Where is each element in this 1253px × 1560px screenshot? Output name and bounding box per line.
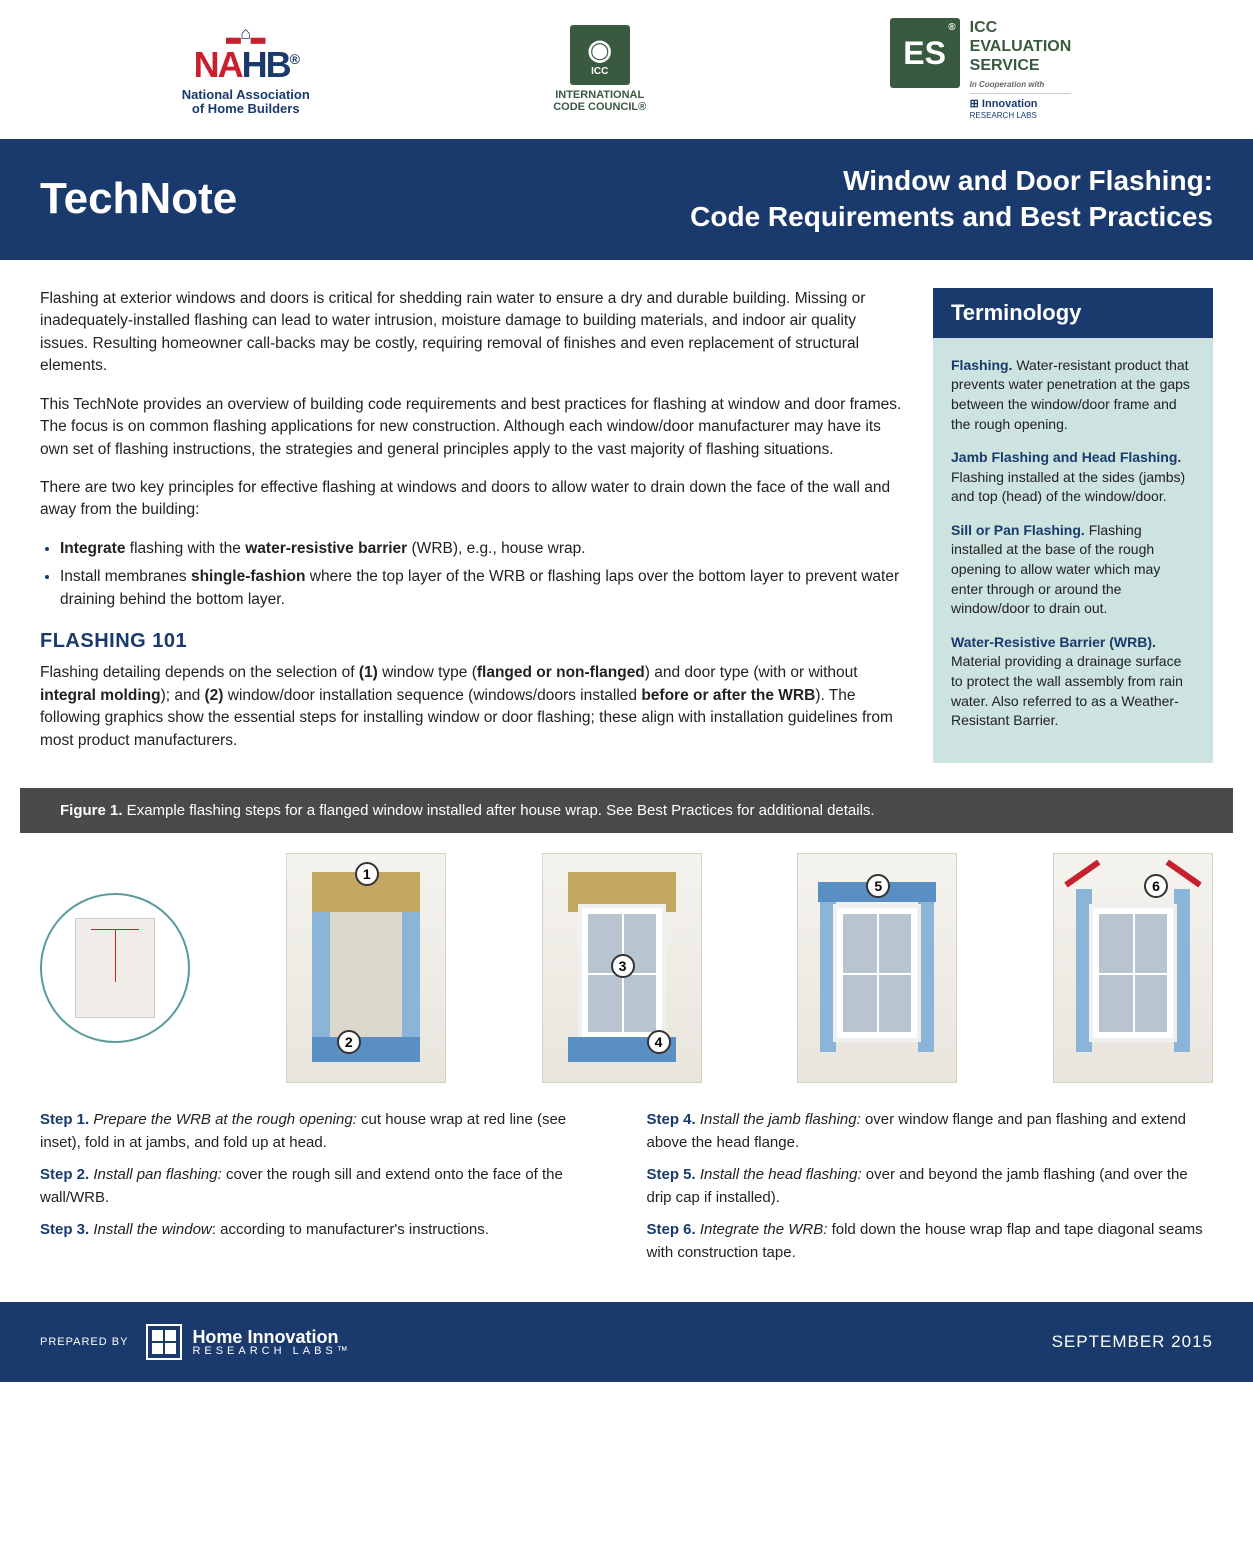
terminology-sidebar: Terminology Flashing. Water-resistant pr…: [933, 288, 1213, 769]
flashing-101-body: Flashing detailing depends on the select…: [40, 662, 903, 752]
figure-caption-bar: Figure 1. Example flashing steps for a f…: [20, 788, 1233, 833]
principles-list: Integrate flashing with the water-resist…: [60, 538, 903, 611]
title-banner: TechNote Window and Door Flashing:Code R…: [0, 139, 1253, 260]
es-logo: ES® ICC EVALUATION SERVICE In Cooperatio…: [890, 18, 1072, 121]
panel-2: 3 4: [542, 853, 702, 1083]
principle-1: Integrate flashing with the water-resist…: [60, 538, 903, 560]
doc-title: Window and Door Flashing:Code Requiremen…: [690, 163, 1213, 236]
panel-4: 6: [1053, 853, 1213, 1083]
content-area: Flashing at exterior windows and doors i…: [0, 260, 1253, 789]
footer-logo: Home InnovationRESEARCH LABS™: [146, 1324, 351, 1360]
panel-1: 1 2: [286, 853, 446, 1083]
steps-left: Step 1. Prepare the WRB at the rough ope…: [40, 1109, 607, 1274]
nahb-logo: ▂⌂▂ NAHB® National Associationof Home Bu…: [182, 23, 310, 117]
flashing-101-head: FLASHING 101: [40, 627, 903, 656]
intro-p3: There are two key principles for effecti…: [40, 477, 903, 522]
icc-logo: ◉ICC INTERNATIONALCODE COUNCIL®: [553, 25, 646, 113]
principle-2: Install membranes shingle-fashion where …: [60, 566, 903, 611]
footer: PREPARED BY Home InnovationRESEARCH LABS…: [0, 1302, 1253, 1382]
terminology-body: Flashing. Water-resistant product that p…: [933, 338, 1213, 763]
terminology-head: Terminology: [933, 288, 1213, 338]
footer-left: PREPARED BY Home InnovationRESEARCH LABS…: [40, 1324, 352, 1360]
intro-p1: Flashing at exterior windows and doors i…: [40, 288, 903, 378]
figure-panels: 1 2 3 4 5 6: [0, 833, 1253, 1093]
inset-diagram: [40, 893, 190, 1043]
prepared-by-label: PREPARED BY: [40, 1336, 128, 1348]
logo-bar: ▂⌂▂ NAHB® National Associationof Home Bu…: [0, 0, 1253, 139]
footer-date: SEPTEMBER 2015: [1052, 1332, 1213, 1352]
intro-p2: This TechNote provides an overview of bu…: [40, 394, 903, 461]
doc-type: TechNote: [40, 174, 237, 224]
steps-text: Step 1. Prepare the WRB at the rough ope…: [0, 1093, 1253, 1302]
footer-logo-icon: [146, 1324, 182, 1360]
main-column: Flashing at exterior windows and doors i…: [40, 288, 903, 769]
steps-right: Step 4. Install the jamb flashing: over …: [647, 1109, 1214, 1274]
panel-3: 5: [797, 853, 957, 1083]
